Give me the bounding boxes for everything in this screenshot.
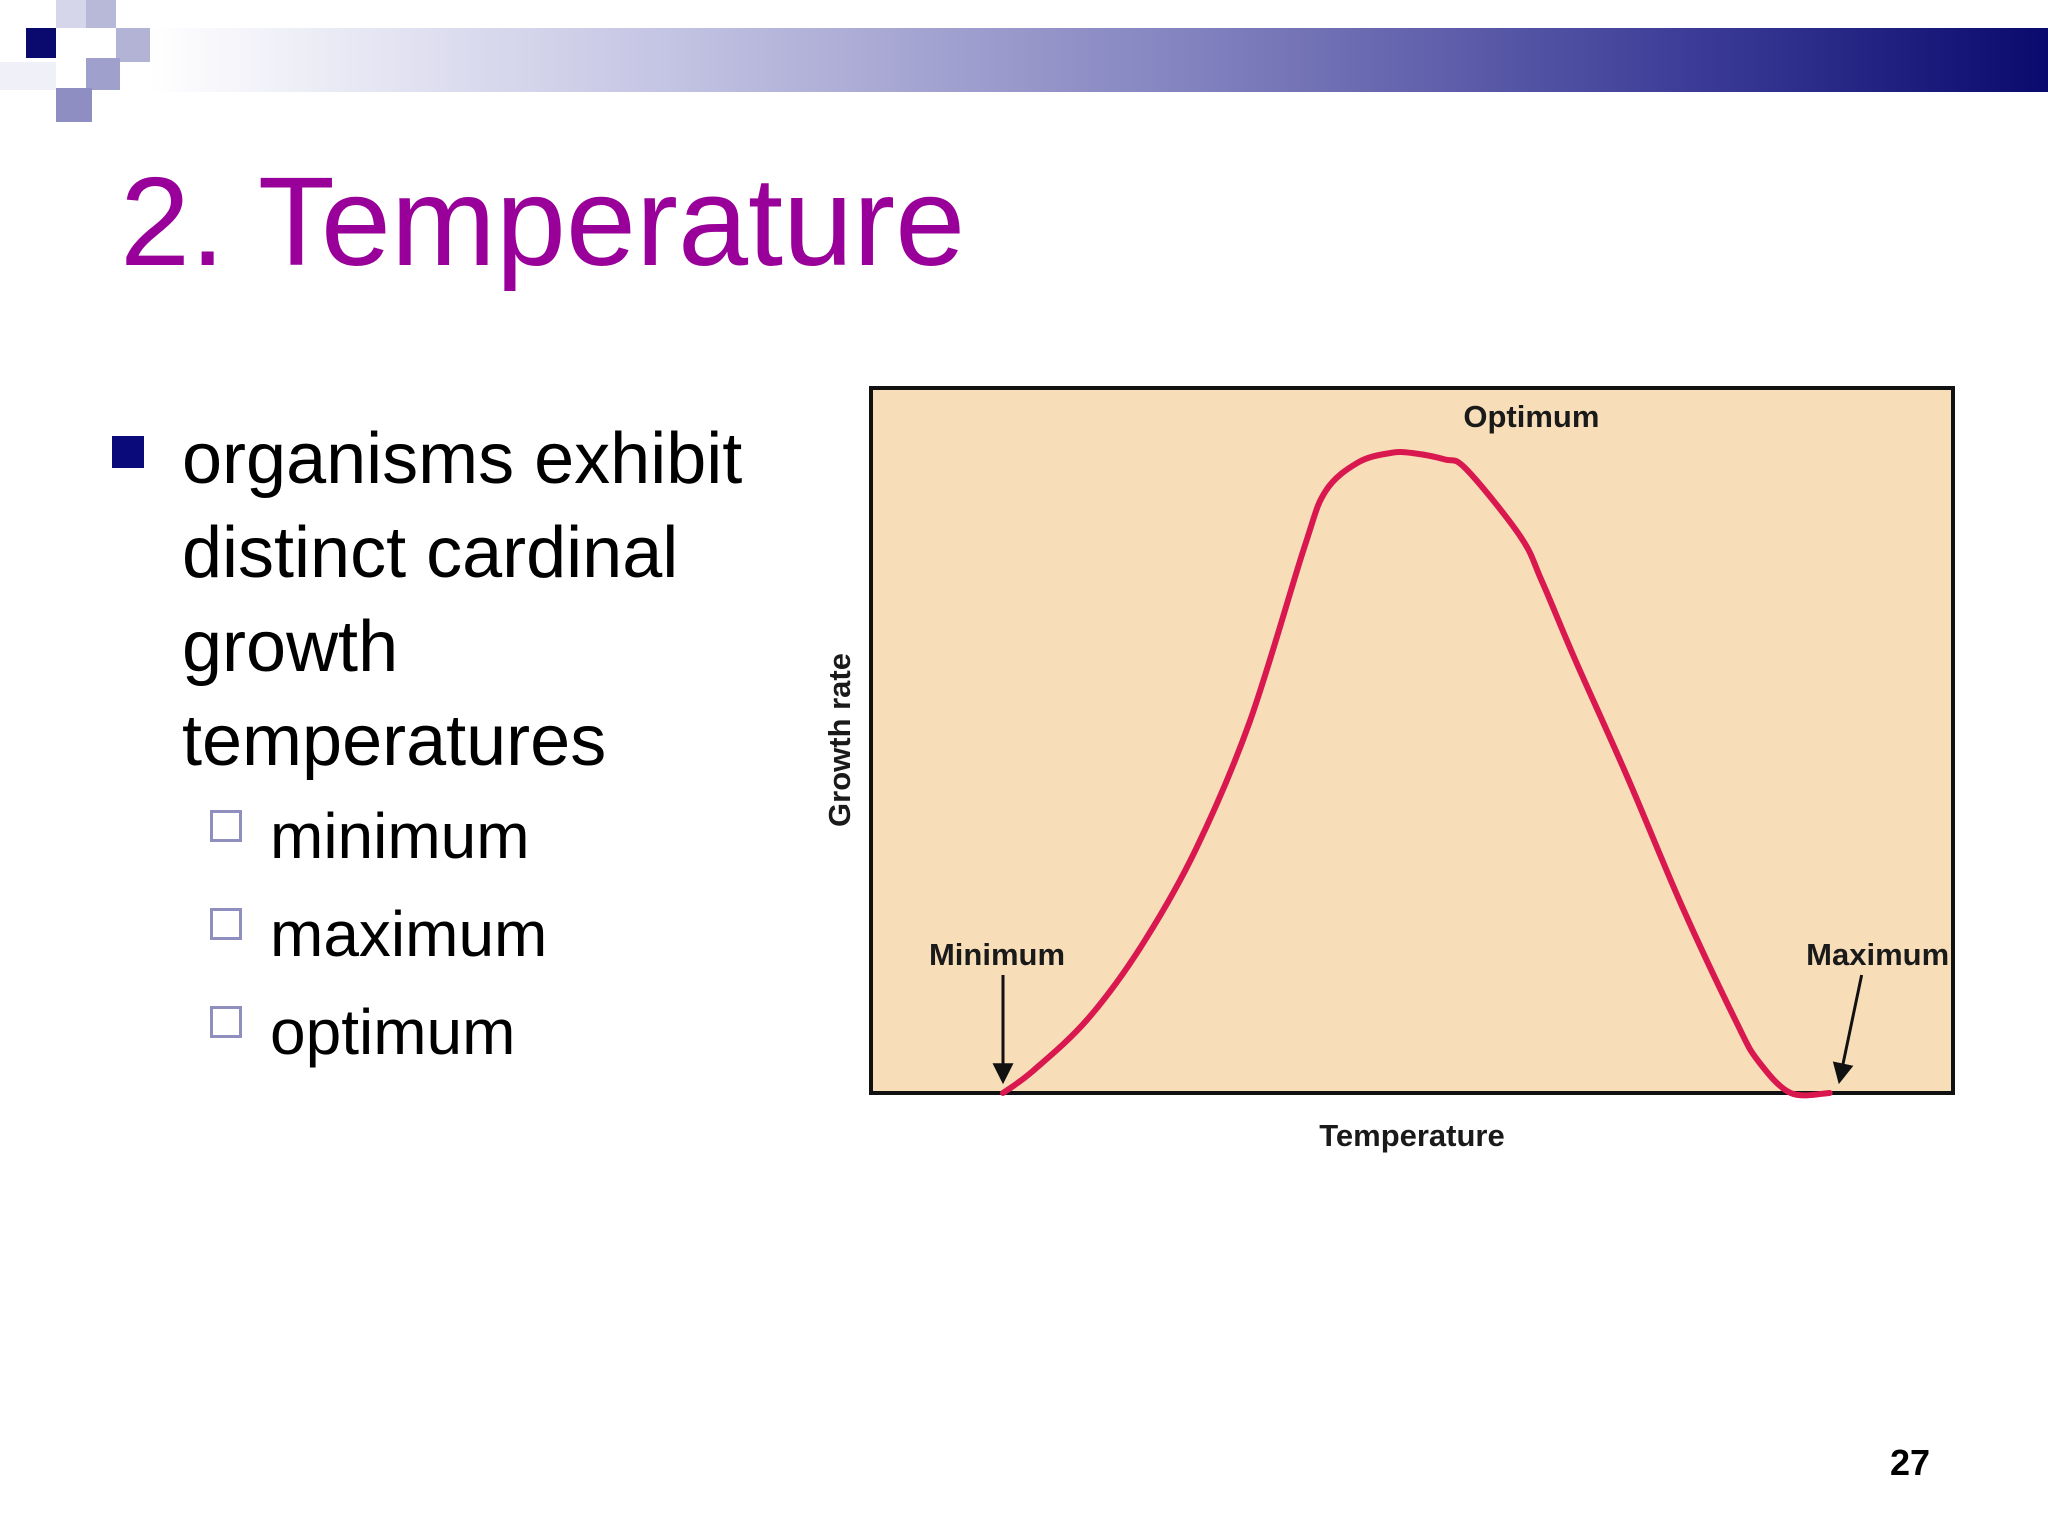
plot-area	[869, 386, 1955, 1095]
header-banner	[150, 28, 2048, 92]
sub-bullet-item: optimum	[210, 996, 790, 1094]
y-axis-label: Growth rate	[822, 653, 857, 827]
sub-bullet-list: minimum maximum optimum	[110, 800, 790, 1094]
decor-square	[56, 88, 92, 122]
sub-bullet-text: optimum	[270, 996, 516, 1068]
decor-square	[86, 0, 116, 28]
annotation-label-minimum: Minimum	[929, 937, 1065, 972]
slide-title: 2. Temperature	[120, 151, 966, 292]
annotation-arrow-maximum	[1832, 974, 1864, 1085]
hollow-square-bullet-icon	[210, 810, 242, 842]
decor-square	[56, 0, 86, 28]
annotation-layer: Optimum Minimum Maximum	[929, 399, 1949, 1085]
hollow-square-bullet-icon	[210, 1006, 242, 1038]
decor-square	[26, 28, 56, 58]
bullet-item: organisms exhibit distinct cardinal grow…	[110, 412, 790, 788]
sub-bullet-item: minimum	[210, 800, 790, 898]
decor-square	[86, 58, 120, 90]
bullet-list: organisms exhibit distinct cardinal grow…	[110, 412, 790, 1094]
sub-bullet-text: minimum	[270, 800, 530, 872]
hollow-square-bullet-icon	[210, 908, 242, 940]
square-bullet-icon	[112, 436, 144, 468]
bullet-text: organisms exhibit distinct cardinal grow…	[182, 419, 743, 781]
decor-square	[116, 28, 150, 62]
x-axis-label: Temperature	[1319, 1118, 1505, 1153]
page-number: 27	[1889, 1442, 1930, 1483]
annotation-label-optimum: Optimum	[1463, 399, 1599, 434]
decor-square	[0, 62, 56, 90]
annotation-label-maximum: Maximum	[1806, 937, 1949, 972]
sub-bullet-item: maximum	[210, 898, 790, 996]
sub-bullet-text: maximum	[270, 898, 548, 970]
growth-curve-line	[1000, 448, 1833, 1099]
